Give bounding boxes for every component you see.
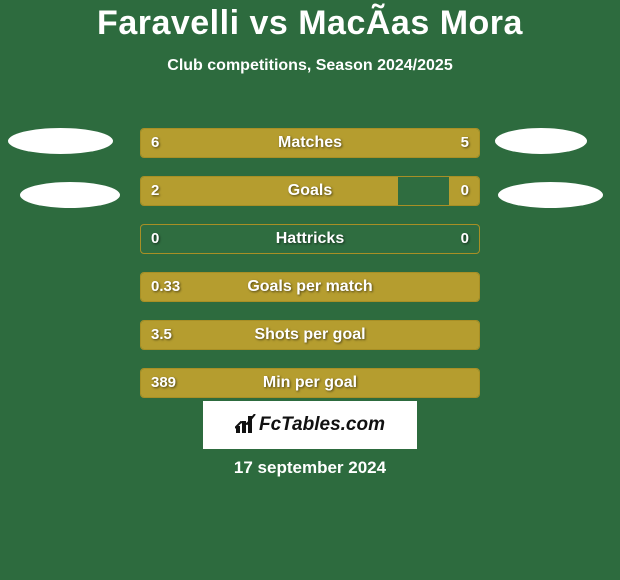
stat-row: Shots per goal3.5 [140, 320, 480, 350]
stat-label: Goals [141, 177, 479, 205]
stat-value-left: 0 [151, 225, 159, 253]
decorative-ellipse [20, 182, 120, 208]
stat-value-left: 2 [151, 177, 159, 205]
stat-row: Goals2 0 [140, 176, 480, 206]
decorative-ellipse [495, 128, 587, 154]
site-badge: FcTables.com [203, 401, 417, 449]
page-subtitle: Club competitions, Season 2024/2025 [0, 57, 620, 75]
stat-value-left: 389 [151, 369, 176, 397]
stat-row: Hattricks0 0 [140, 224, 480, 254]
stat-row: Min per goal389 [140, 368, 480, 398]
stat-label: Goals per match [141, 273, 479, 301]
stat-label: Matches [141, 129, 479, 157]
site-badge-text: FcTables.com [259, 414, 385, 435]
stat-label: Hattricks [141, 225, 479, 253]
stat-value-left: 3.5 [151, 321, 172, 349]
stat-value-left: 0.33 [151, 273, 180, 301]
chart-icon [235, 414, 257, 434]
stat-label: Min per goal [141, 369, 479, 397]
decorative-ellipse [498, 182, 603, 208]
stat-value-right: 0 [461, 225, 469, 253]
stat-row: Goals per match0.33 [140, 272, 480, 302]
stat-value-right: 5 [461, 129, 469, 157]
stat-value-right: 0 [461, 177, 469, 205]
stat-value-left: 6 [151, 129, 159, 157]
date-label: 17 september 2024 [0, 458, 620, 478]
stat-row: Matches6 5 [140, 128, 480, 158]
decorative-ellipse [8, 128, 113, 154]
stats-area: Matches65Goals20Hattricks00Goals per mat… [140, 128, 480, 416]
page-title: Faravelli vs MacÃ­as Mora [0, 4, 620, 43]
stat-label: Shots per goal [141, 321, 479, 349]
